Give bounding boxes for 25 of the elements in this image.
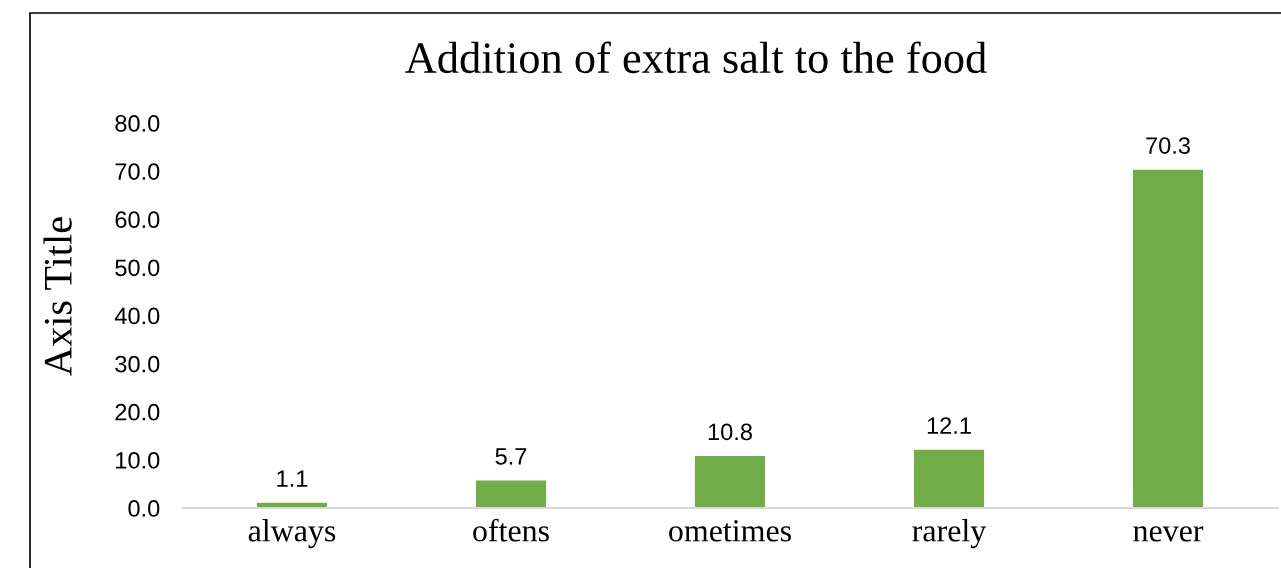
data-label: 10.8 [708, 423, 752, 441]
y-tick-label: 10.0 [116, 451, 160, 469]
x-tick-label: always [248, 519, 336, 549]
y-tick-label: 50.0 [115, 259, 160, 277]
x-tick-label: oftens [473, 518, 549, 542]
bar [475, 480, 547, 508]
bar [1132, 169, 1204, 508]
y-tick-label: 70.0 [115, 163, 160, 180]
y-tick-label: 30.0 [115, 355, 160, 373]
y-tick-label: 20.0 [115, 403, 160, 421]
x-tick-label: ometimes [669, 520, 791, 542]
y-tick-label: 60.0 [115, 211, 160, 229]
data-label: 70.3 [1146, 137, 1190, 154]
data-label: 5.7 [495, 448, 527, 465]
bar [694, 456, 766, 508]
data-label: 1.1 [277, 470, 308, 487]
y-tick-label: 80.0 [115, 115, 160, 132]
x-tick-label: rarely [912, 519, 987, 549]
data-label: 12.1 [927, 417, 971, 434]
y-tick-label: 0.0 [128, 500, 160, 517]
y-tick-label: 40.0 [114, 307, 160, 325]
chart-title: Addition of extra salt to the food [405, 41, 987, 74]
bar [913, 449, 985, 508]
x-tick-label: never [1133, 526, 1204, 542]
y-axis-title: Axis Title [43, 217, 72, 376]
